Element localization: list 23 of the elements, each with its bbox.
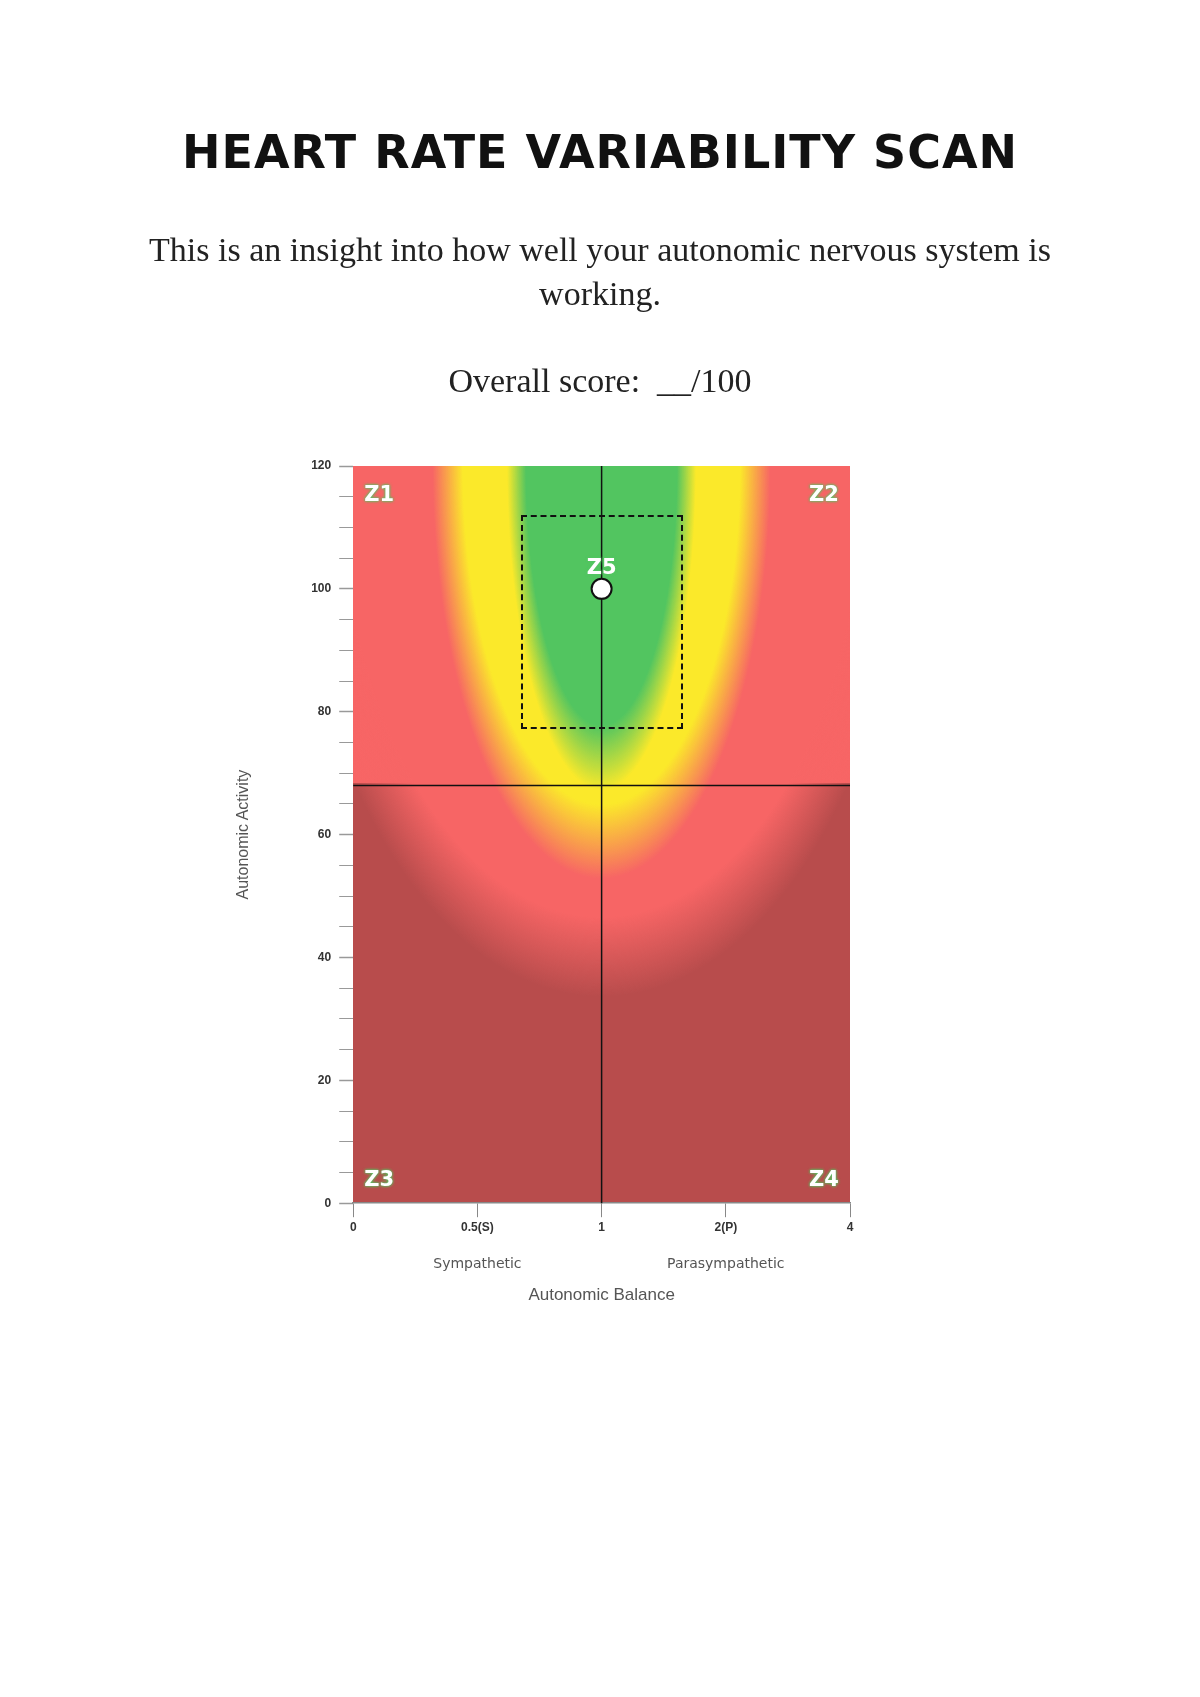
chart-title: HEART RATE VARIABILITY SCAN (180, 125, 1019, 179)
annotation: Z3 (364, 1167, 395, 1192)
x-tick-label: 4 (846, 1219, 854, 1234)
y-tick-label: 100 (311, 581, 332, 596)
x-tick-label: 1 (598, 1219, 606, 1234)
annotation: Z2 (809, 482, 839, 506)
y-tick-label: 20 (317, 1072, 332, 1087)
x-tick-label: 2(P) (714, 1219, 738, 1234)
y-axis-title: Autonomic Activity (234, 769, 252, 900)
x-axis-title: Autonomic Balance (528, 1285, 675, 1305)
x-tick-label: 0.5(S) (461, 1219, 494, 1234)
y-tick-label: 80 (317, 704, 332, 719)
text: Sympathetic (433, 1255, 522, 1272)
y-tick-label: 60 (317, 826, 332, 841)
y-tick-label: 120 (311, 458, 332, 473)
text: Overall score: __/100 (447, 362, 753, 400)
y-tick-label: 0 (324, 1195, 332, 1210)
chart-subtitle: This is an insight into how well your autonomic nervous system is working. (148, 230, 1052, 314)
x-tick-label: 0 (349, 1219, 357, 1234)
annotation: Z1 (364, 482, 395, 506)
text: Parasympathetic (667, 1255, 785, 1272)
annotation: Z4 (809, 1167, 839, 1192)
y-tick-label: 40 (317, 949, 332, 964)
